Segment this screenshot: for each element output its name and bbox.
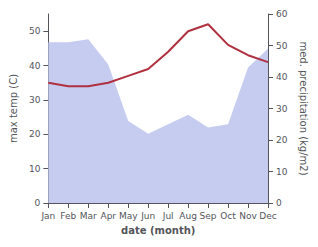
svg-text:20: 20 <box>29 129 41 139</box>
svg-text:Apr: Apr <box>100 211 116 221</box>
svg-text:60: 60 <box>276 9 288 19</box>
svg-text:Jan: Jan <box>40 211 55 221</box>
svg-text:Oct: Oct <box>220 211 236 221</box>
svg-text:Dec: Dec <box>259 211 276 221</box>
svg-text:May: May <box>119 211 138 221</box>
svg-text:Nov: Nov <box>239 211 257 221</box>
svg-text:Mar: Mar <box>80 211 97 221</box>
svg-text:date (month): date (month) <box>121 225 195 236</box>
svg-text:30: 30 <box>276 104 288 114</box>
svg-text:0: 0 <box>35 198 41 208</box>
svg-text:10: 10 <box>276 167 288 177</box>
svg-text:Aug: Aug <box>179 211 197 221</box>
svg-text:20: 20 <box>276 135 288 145</box>
svg-text:Feb: Feb <box>60 211 76 221</box>
svg-text:0: 0 <box>276 198 282 208</box>
svg-text:30: 30 <box>29 95 41 105</box>
svg-text:40: 40 <box>29 61 41 71</box>
svg-text:max temp (C): max temp (C) <box>8 74 19 143</box>
svg-text:50: 50 <box>276 41 288 51</box>
svg-text:Jul: Jul <box>162 211 174 221</box>
svg-text:50: 50 <box>29 26 41 36</box>
svg-text:10: 10 <box>29 164 41 174</box>
svg-text:Jun: Jun <box>140 211 155 221</box>
svg-text:med. precipitation (kg/m2): med. precipitation (kg/m2) <box>298 41 309 175</box>
svg-text:Sep: Sep <box>200 211 217 221</box>
svg-text:40: 40 <box>276 72 288 82</box>
